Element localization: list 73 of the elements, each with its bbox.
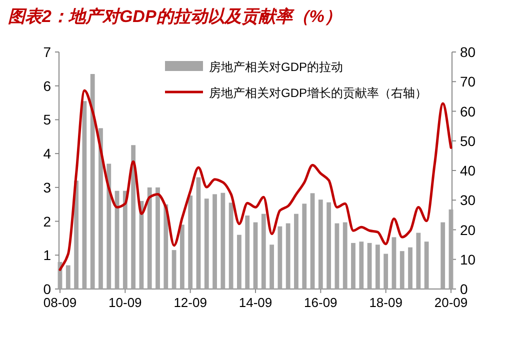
y-tick-label: 1 bbox=[43, 247, 52, 264]
chart-title: 图表2：地产对GDP的拉动以及贡献率（%） bbox=[8, 7, 342, 26]
bar bbox=[164, 204, 168, 289]
y2-tick-label: 20 bbox=[460, 222, 476, 238]
bar bbox=[384, 254, 388, 289]
bar bbox=[408, 247, 412, 289]
bar bbox=[196, 177, 201, 289]
bar bbox=[286, 223, 290, 289]
bar bbox=[416, 232, 421, 289]
bar bbox=[302, 204, 307, 289]
bar bbox=[82, 101, 87, 289]
bar bbox=[66, 265, 70, 289]
bar bbox=[334, 223, 340, 289]
y2-tick-label: 60 bbox=[460, 103, 476, 120]
x-tick-label: 10-09 bbox=[108, 295, 142, 310]
bar bbox=[106, 164, 112, 289]
legend-label: 房地产相关对GDP的拉动 bbox=[209, 60, 344, 74]
bar bbox=[440, 222, 446, 289]
line-series bbox=[58, 89, 452, 271]
bar bbox=[359, 242, 364, 289]
bar bbox=[270, 244, 274, 289]
y-tick-label: 3 bbox=[43, 179, 52, 196]
bar bbox=[90, 74, 95, 289]
y2-tick-label: 40 bbox=[460, 162, 476, 178]
bar bbox=[131, 145, 136, 289]
bar bbox=[278, 226, 282, 289]
bar bbox=[237, 234, 242, 289]
legend-label: 房地产相关对GDP增长的贡献率（右轴） bbox=[209, 86, 428, 100]
y-tick-label: 5 bbox=[43, 112, 52, 128]
bar bbox=[367, 242, 372, 289]
bar bbox=[326, 202, 332, 289]
bar bbox=[74, 180, 78, 289]
bar bbox=[220, 192, 226, 289]
bar bbox=[156, 187, 160, 289]
bar bbox=[180, 224, 184, 289]
bar bbox=[261, 214, 266, 289]
bar bbox=[204, 198, 209, 289]
y2-tick-label: 30 bbox=[460, 192, 476, 208]
bar bbox=[310, 193, 315, 289]
y-tick-label: 0 bbox=[43, 281, 52, 297]
y-tick-label: 7 bbox=[43, 44, 52, 60]
bar bbox=[122, 190, 128, 289]
bar bbox=[147, 187, 152, 289]
bar bbox=[172, 250, 176, 289]
bar bbox=[318, 200, 323, 289]
x-tick-label: 20-09 bbox=[434, 295, 468, 310]
bar bbox=[188, 196, 193, 289]
y-tick-label: 6 bbox=[43, 78, 52, 94]
x-tick-label: 08-09 bbox=[43, 295, 77, 310]
bar bbox=[98, 128, 103, 289]
y2-tick-label: 0 bbox=[460, 281, 468, 297]
bar bbox=[448, 209, 454, 289]
bar bbox=[351, 242, 356, 289]
bar bbox=[228, 202, 234, 289]
bar bbox=[375, 244, 380, 289]
y2-tick-label: 70 bbox=[460, 74, 476, 90]
y-tick-label: 4 bbox=[43, 146, 52, 162]
bar bbox=[253, 222, 258, 289]
bar bbox=[245, 216, 250, 289]
x-tick-label: 12-09 bbox=[174, 295, 207, 310]
x-tick-label: 18-09 bbox=[369, 295, 402, 310]
x-tick-label: 14-09 bbox=[238, 295, 272, 310]
bar bbox=[392, 237, 396, 289]
bar bbox=[400, 251, 404, 289]
y2-tick-label: 50 bbox=[460, 132, 476, 149]
x-tick-label: 16-09 bbox=[304, 295, 338, 310]
bar bbox=[342, 222, 348, 289]
y2-tick-label: 10 bbox=[460, 251, 476, 268]
bar bbox=[294, 214, 298, 289]
y-tick-label: 2 bbox=[43, 213, 52, 230]
y2-tick-label: 80 bbox=[460, 44, 476, 60]
bar bbox=[424, 242, 429, 289]
bar bbox=[212, 194, 217, 289]
